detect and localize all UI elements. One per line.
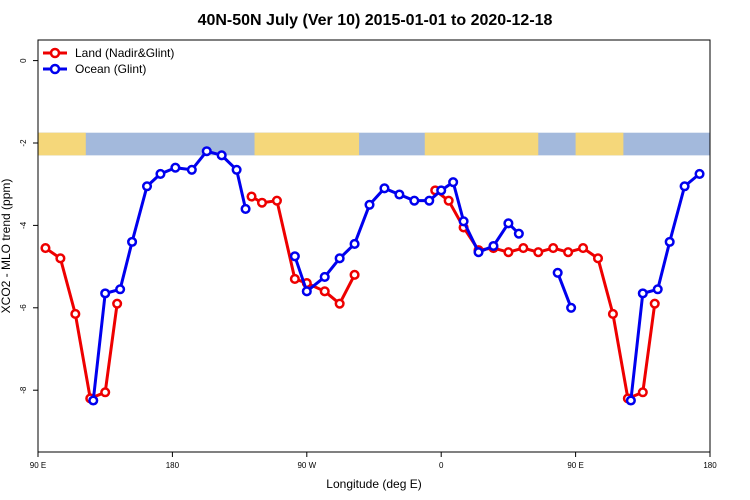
x-tick-label: 0 — [439, 461, 444, 470]
data-point-ocean — [170, 162, 181, 173]
map-land-2 — [424, 132, 539, 156]
data-point-ocean — [301, 286, 312, 297]
data-point-land — [649, 298, 660, 309]
data-point-ocean — [100, 288, 111, 299]
data-point-ocean — [88, 395, 99, 406]
data-point-land — [518, 243, 529, 254]
legend-label-land: Land (Nadir&Glint) — [75, 46, 174, 60]
data-point-ocean — [448, 177, 459, 188]
x-tick-label: 180 — [166, 461, 180, 470]
data-point-land — [533, 247, 544, 258]
data-point-land — [563, 247, 574, 258]
data-point-ocean — [186, 164, 197, 175]
map-land-3 — [575, 132, 624, 156]
data-point-ocean — [379, 183, 390, 194]
data-point-ocean — [409, 195, 420, 206]
data-point-ocean — [458, 216, 469, 227]
series-line-ocean — [91, 149, 248, 401]
data-point-ocean — [240, 203, 251, 214]
data-point-ocean — [473, 247, 484, 258]
data-point-land — [503, 247, 514, 258]
data-point-ocean — [664, 236, 675, 247]
data-point-land — [271, 195, 282, 206]
data-point-land — [100, 387, 111, 398]
map-land-0 — [38, 132, 86, 156]
data-point-ocean — [652, 284, 663, 295]
data-point-land — [70, 308, 81, 320]
data-point-ocean — [694, 168, 705, 179]
x-tick-label: 90 E — [567, 461, 583, 470]
data-point-ocean — [155, 168, 166, 179]
data-point-land — [256, 197, 268, 208]
data-point-ocean — [436, 185, 447, 196]
series-line-land — [44, 246, 119, 400]
legend-marker-land — [49, 47, 61, 59]
data-point-land — [246, 191, 257, 202]
data-point-land — [607, 308, 618, 320]
x-tick-label: 90 E — [30, 461, 46, 470]
data-point-ocean — [394, 189, 405, 200]
data-point-land — [289, 273, 300, 285]
legend: Land (Nadir&Glint) Ocean (Glint) — [43, 46, 174, 76]
data-point-ocean — [141, 181, 153, 192]
data-point-land — [40, 243, 51, 254]
data-point-land — [112, 298, 123, 309]
data-point-ocean — [201, 146, 212, 157]
data-point-ocean — [319, 271, 330, 282]
data-point-land — [55, 253, 66, 264]
data-point-ocean — [637, 288, 648, 299]
series-line-ocean — [629, 172, 701, 401]
data-point-ocean — [216, 150, 227, 161]
series-layer — [40, 146, 705, 406]
y-axis: 0 -2 -4 -6 -8 — [19, 58, 38, 394]
data-point-ocean — [424, 195, 435, 206]
data-point-land — [443, 195, 454, 206]
data-point-ocean — [625, 395, 636, 406]
series-line-ocean — [556, 272, 573, 309]
data-point-land — [334, 298, 345, 309]
y-axis-label: XCO2 - MLO trend (ppm) — [0, 179, 13, 314]
data-point-ocean — [127, 236, 138, 247]
map-land-1 — [254, 132, 360, 156]
data-point-land — [319, 286, 330, 297]
data-point-ocean — [289, 251, 300, 262]
data-point-ocean — [334, 253, 345, 264]
data-point-land — [578, 243, 589, 254]
data-point-ocean — [566, 302, 577, 313]
data-point-ocean — [679, 181, 690, 192]
data-point-ocean — [349, 238, 360, 249]
series-line-land — [250, 195, 356, 306]
plot-frame — [37, 39, 711, 453]
legend-label-ocean: Ocean (Glint) — [75, 62, 146, 76]
x-axis-label: Longitude (deg E) — [326, 477, 421, 491]
x-axis: 90 E 180 90 W 0 90 E 180 — [30, 452, 717, 470]
y-tick-label: -4 — [19, 221, 28, 229]
x-tick-label: 180 — [703, 461, 717, 470]
y-tick-label: -8 — [19, 386, 28, 394]
data-point-ocean — [488, 240, 499, 252]
y-tick-label: -2 — [19, 139, 28, 147]
x-tick-label: 90 W — [297, 461, 316, 470]
data-point-land — [637, 387, 648, 398]
data-point-land — [349, 269, 360, 280]
data-point-ocean — [231, 164, 242, 175]
y-tick-label: 0 — [19, 58, 28, 63]
chart-title: 40N-50N July (Ver 10) 2015-01-01 to 2020… — [198, 12, 553, 29]
data-point-land — [592, 253, 604, 264]
data-point-ocean — [364, 199, 375, 210]
y-tick-label: -6 — [19, 304, 28, 312]
legend-marker-ocean — [49, 63, 61, 75]
data-point-ocean — [513, 228, 524, 239]
data-point-ocean — [115, 284, 126, 295]
data-point-ocean — [503, 218, 514, 229]
data-point-land — [548, 243, 559, 254]
world-map-strip — [38, 132, 710, 156]
data-point-ocean — [552, 267, 563, 278]
